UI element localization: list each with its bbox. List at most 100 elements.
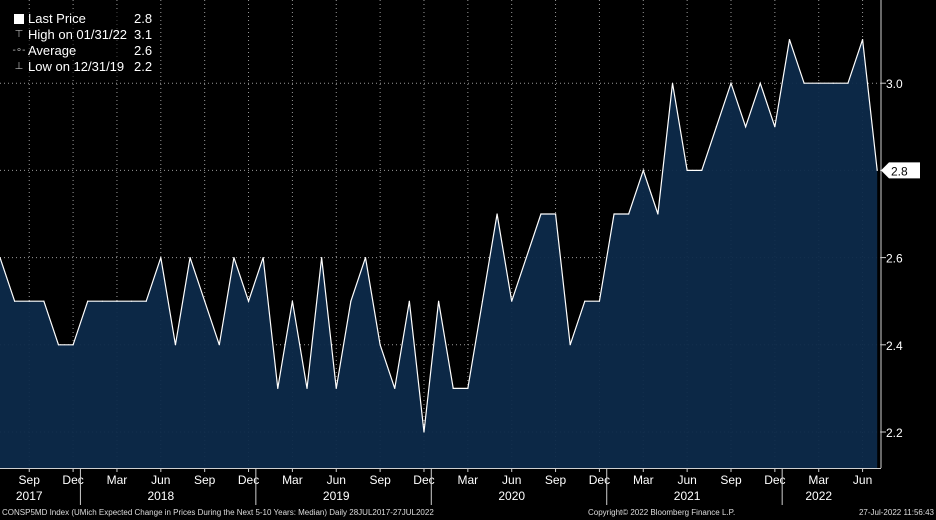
data-point <box>584 300 586 302</box>
legend-label: Low on 12/31/19 <box>28 59 125 74</box>
data-point <box>452 387 454 389</box>
footer: CONSP5MD Index (UMich Expected Change in… <box>0 506 936 520</box>
data-point <box>569 344 571 346</box>
data-point <box>657 213 659 215</box>
data-point <box>788 39 791 41</box>
last-price-tag: 2.8 <box>881 162 920 179</box>
x-month-label: Sep <box>369 473 391 487</box>
x-month-label: Jun <box>151 473 170 487</box>
legend-value: 2.6 <box>134 43 153 58</box>
data-point <box>335 387 337 389</box>
x-month-label: Jun <box>677 473 696 487</box>
data-point <box>613 213 615 215</box>
data-point <box>189 257 191 259</box>
data-point <box>467 387 469 389</box>
data-point <box>598 300 601 302</box>
data-point <box>14 300 16 302</box>
data-point <box>774 126 776 128</box>
data-point <box>160 257 162 259</box>
last-price-tag-label: 2.8 <box>891 164 908 178</box>
data-point <box>101 300 103 302</box>
x-month-label: Jun <box>853 473 872 487</box>
legend-value: 2.2 <box>134 59 153 74</box>
data-point <box>554 213 557 215</box>
data-point <box>408 300 410 302</box>
data-point <box>745 126 747 128</box>
data-point <box>438 300 440 302</box>
x-month-label: Sep <box>545 473 567 487</box>
data-point <box>350 300 352 302</box>
y-tick-label: 3.0 <box>886 77 903 91</box>
legend-label: Last Price <box>28 11 86 26</box>
data-point <box>321 257 323 259</box>
x-month-label: Sep <box>720 473 742 487</box>
x-year-label: 2018 <box>147 489 174 503</box>
legend-value: 3.1 <box>134 27 153 42</box>
data-point <box>291 300 293 302</box>
x-month-label: Dec <box>413 473 434 487</box>
x-month-label: Mar <box>107 473 128 487</box>
y-tick-label: 2.2 <box>886 426 903 440</box>
data-point <box>28 300 30 302</box>
data-point <box>671 82 674 84</box>
high-marker-icon: ⊤ <box>14 29 24 40</box>
x-month-label: Dec <box>238 473 259 487</box>
data-point <box>876 169 878 171</box>
x-month-label: Dec <box>764 473 785 487</box>
data-point <box>204 300 206 302</box>
data-point <box>759 82 761 84</box>
price-area-fill <box>0 39 878 468</box>
x-month-label: Mar <box>633 473 654 487</box>
x-month-label: Dec <box>62 473 83 487</box>
data-point <box>87 300 89 302</box>
data-point <box>818 82 820 84</box>
data-point <box>379 344 381 346</box>
last-price-tag-shape <box>881 162 920 179</box>
legend-row-average: -∘- Average 2.6 <box>10 43 154 59</box>
data-point <box>43 300 45 302</box>
data-point <box>642 169 644 171</box>
data-point <box>423 431 425 433</box>
x-year-label: 2020 <box>498 489 525 503</box>
x-month-label: Dec <box>589 473 610 487</box>
data-point <box>174 344 177 346</box>
data-point <box>803 82 805 84</box>
x-month-label: Jun <box>502 473 521 487</box>
data-point <box>847 82 849 84</box>
data-point <box>832 82 834 84</box>
price-series <box>0 39 878 468</box>
x-month-label: Mar <box>458 473 479 487</box>
data-point <box>730 82 732 84</box>
legend-row-last-price: Last Price 2.8 <box>10 11 154 27</box>
legend-row-low: ⊥ Low on 12/31/19 2.2 <box>10 59 154 75</box>
x-year-label: 2022 <box>805 489 832 503</box>
data-point <box>496 213 498 215</box>
data-point <box>715 126 717 128</box>
x-month-label: Jun <box>327 473 346 487</box>
data-point <box>628 213 630 215</box>
data-point <box>481 300 484 302</box>
data-point <box>861 39 864 41</box>
legend-label: Average <box>28 43 77 58</box>
data-point <box>701 169 703 171</box>
square-icon <box>10 12 28 26</box>
data-point <box>72 344 74 346</box>
data-point <box>306 387 308 389</box>
footer-timestamp: 27-Jul-2022 11:56:43 <box>858 508 934 517</box>
low-marker-icon: ⊥ <box>14 61 24 72</box>
data-point <box>394 387 396 389</box>
x-month-label: Mar <box>808 473 829 487</box>
data-point <box>277 387 279 389</box>
data-point <box>57 344 60 346</box>
legend-row-high: ⊤ High on 01/31/22 3.1 <box>10 27 154 43</box>
y-tick-label: 2.4 <box>886 339 903 353</box>
x-year-label: 2017 <box>16 489 43 503</box>
data-point <box>511 300 513 302</box>
data-point <box>218 344 220 346</box>
data-point <box>686 169 688 171</box>
y-tick-label: 2.6 <box>886 252 903 266</box>
x-year-label: 2021 <box>674 489 701 503</box>
data-point <box>540 213 542 215</box>
x-year-label: 2019 <box>323 489 350 503</box>
data-point <box>364 257 367 259</box>
